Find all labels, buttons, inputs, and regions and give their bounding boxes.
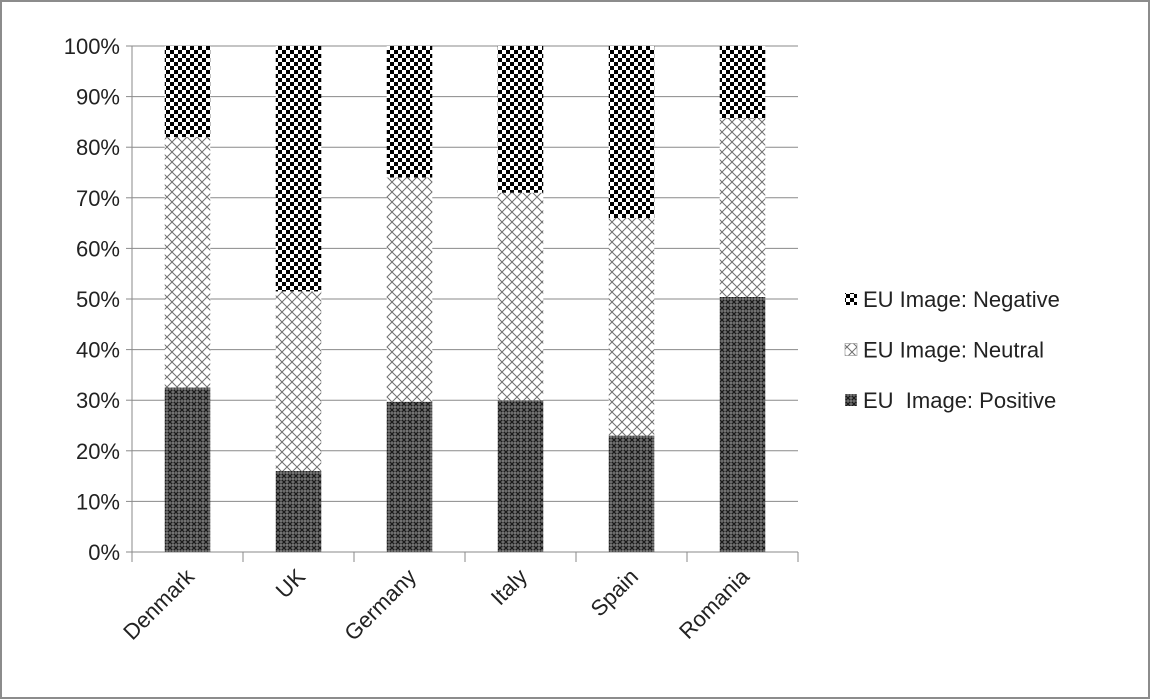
bar-italy-eu-image-neutral	[497, 192, 544, 401]
legend-label-eu-image-positive: EU Image: Positive	[863, 388, 1056, 413]
bar-denmark-eu-image-positive	[164, 387, 211, 552]
bar-romania-eu-image-positive	[719, 296, 766, 552]
bar-uk-eu-image-negative	[275, 46, 322, 292]
bar-germany-eu-image-negative	[386, 46, 433, 178]
x-tick-label-denmark: Denmark	[118, 563, 199, 644]
x-tick-label-italy: Italy	[486, 564, 532, 610]
bar-germany-eu-image-positive	[386, 401, 433, 552]
bar-spain-eu-image-negative	[608, 46, 655, 219]
bar-denmark-eu-image-negative	[164, 46, 211, 138]
x-tick-label-romania: Romania	[674, 563, 754, 643]
bar-uk-eu-image-positive	[275, 471, 322, 552]
y-tick-label: 10%	[76, 489, 120, 514]
bar-italy-eu-image-positive	[497, 400, 544, 552]
bar-italy-eu-image-negative	[497, 46, 544, 193]
y-tick-label: 70%	[76, 186, 120, 211]
legend-label-eu-image-neutral: EU Image: Neutral	[863, 338, 1044, 363]
y-tick-label: 90%	[76, 85, 120, 110]
x-tick-label-germany: Germany	[339, 564, 421, 646]
gridlines	[132, 45, 798, 502]
bar-denmark-eu-image-neutral	[164, 137, 211, 388]
y-tick-label: 20%	[76, 439, 120, 464]
legend-label-eu-image-negative: EU Image: Negative	[863, 287, 1060, 312]
legend-swatch-eu-image-positive	[845, 394, 857, 406]
x-tick-labels: Denmark UK Germany Italy Spain Romania	[118, 563, 754, 645]
x-tick-label-spain: Spain	[586, 564, 643, 621]
bar-germany-eu-image-neutral	[386, 177, 433, 402]
bar-uk-eu-image-neutral	[275, 291, 322, 472]
bar-romania-eu-image-neutral	[719, 118, 766, 297]
y-tick-label: 80%	[76, 135, 120, 160]
bar-spain-eu-image-positive	[608, 435, 655, 552]
y-tick-label: 60%	[76, 236, 120, 261]
axes	[126, 45, 799, 562]
y-tick-label: 30%	[76, 388, 120, 413]
y-tick-label: 0%	[88, 540, 120, 565]
legend: EU Image: Negative EU Image: Neutral EU Im…	[844, 287, 1060, 413]
x-tick-label-uk: UK	[271, 564, 311, 604]
legend-swatch-eu-image-negative	[845, 293, 857, 305]
legend-swatch-eu-image-neutral	[844, 343, 858, 356]
y-tick-labels: 0% 10% 20% 30% 40% 50% 60% 70% 80% 90% 100%	[64, 34, 120, 565]
y-tick-label: 40%	[76, 338, 120, 363]
y-tick-label: 50%	[76, 287, 120, 312]
bar-spain-eu-image-neutral	[608, 218, 655, 436]
bars	[164, 46, 766, 552]
bar-romania-eu-image-negative	[719, 46, 766, 119]
y-tick-label: 100%	[64, 34, 120, 59]
